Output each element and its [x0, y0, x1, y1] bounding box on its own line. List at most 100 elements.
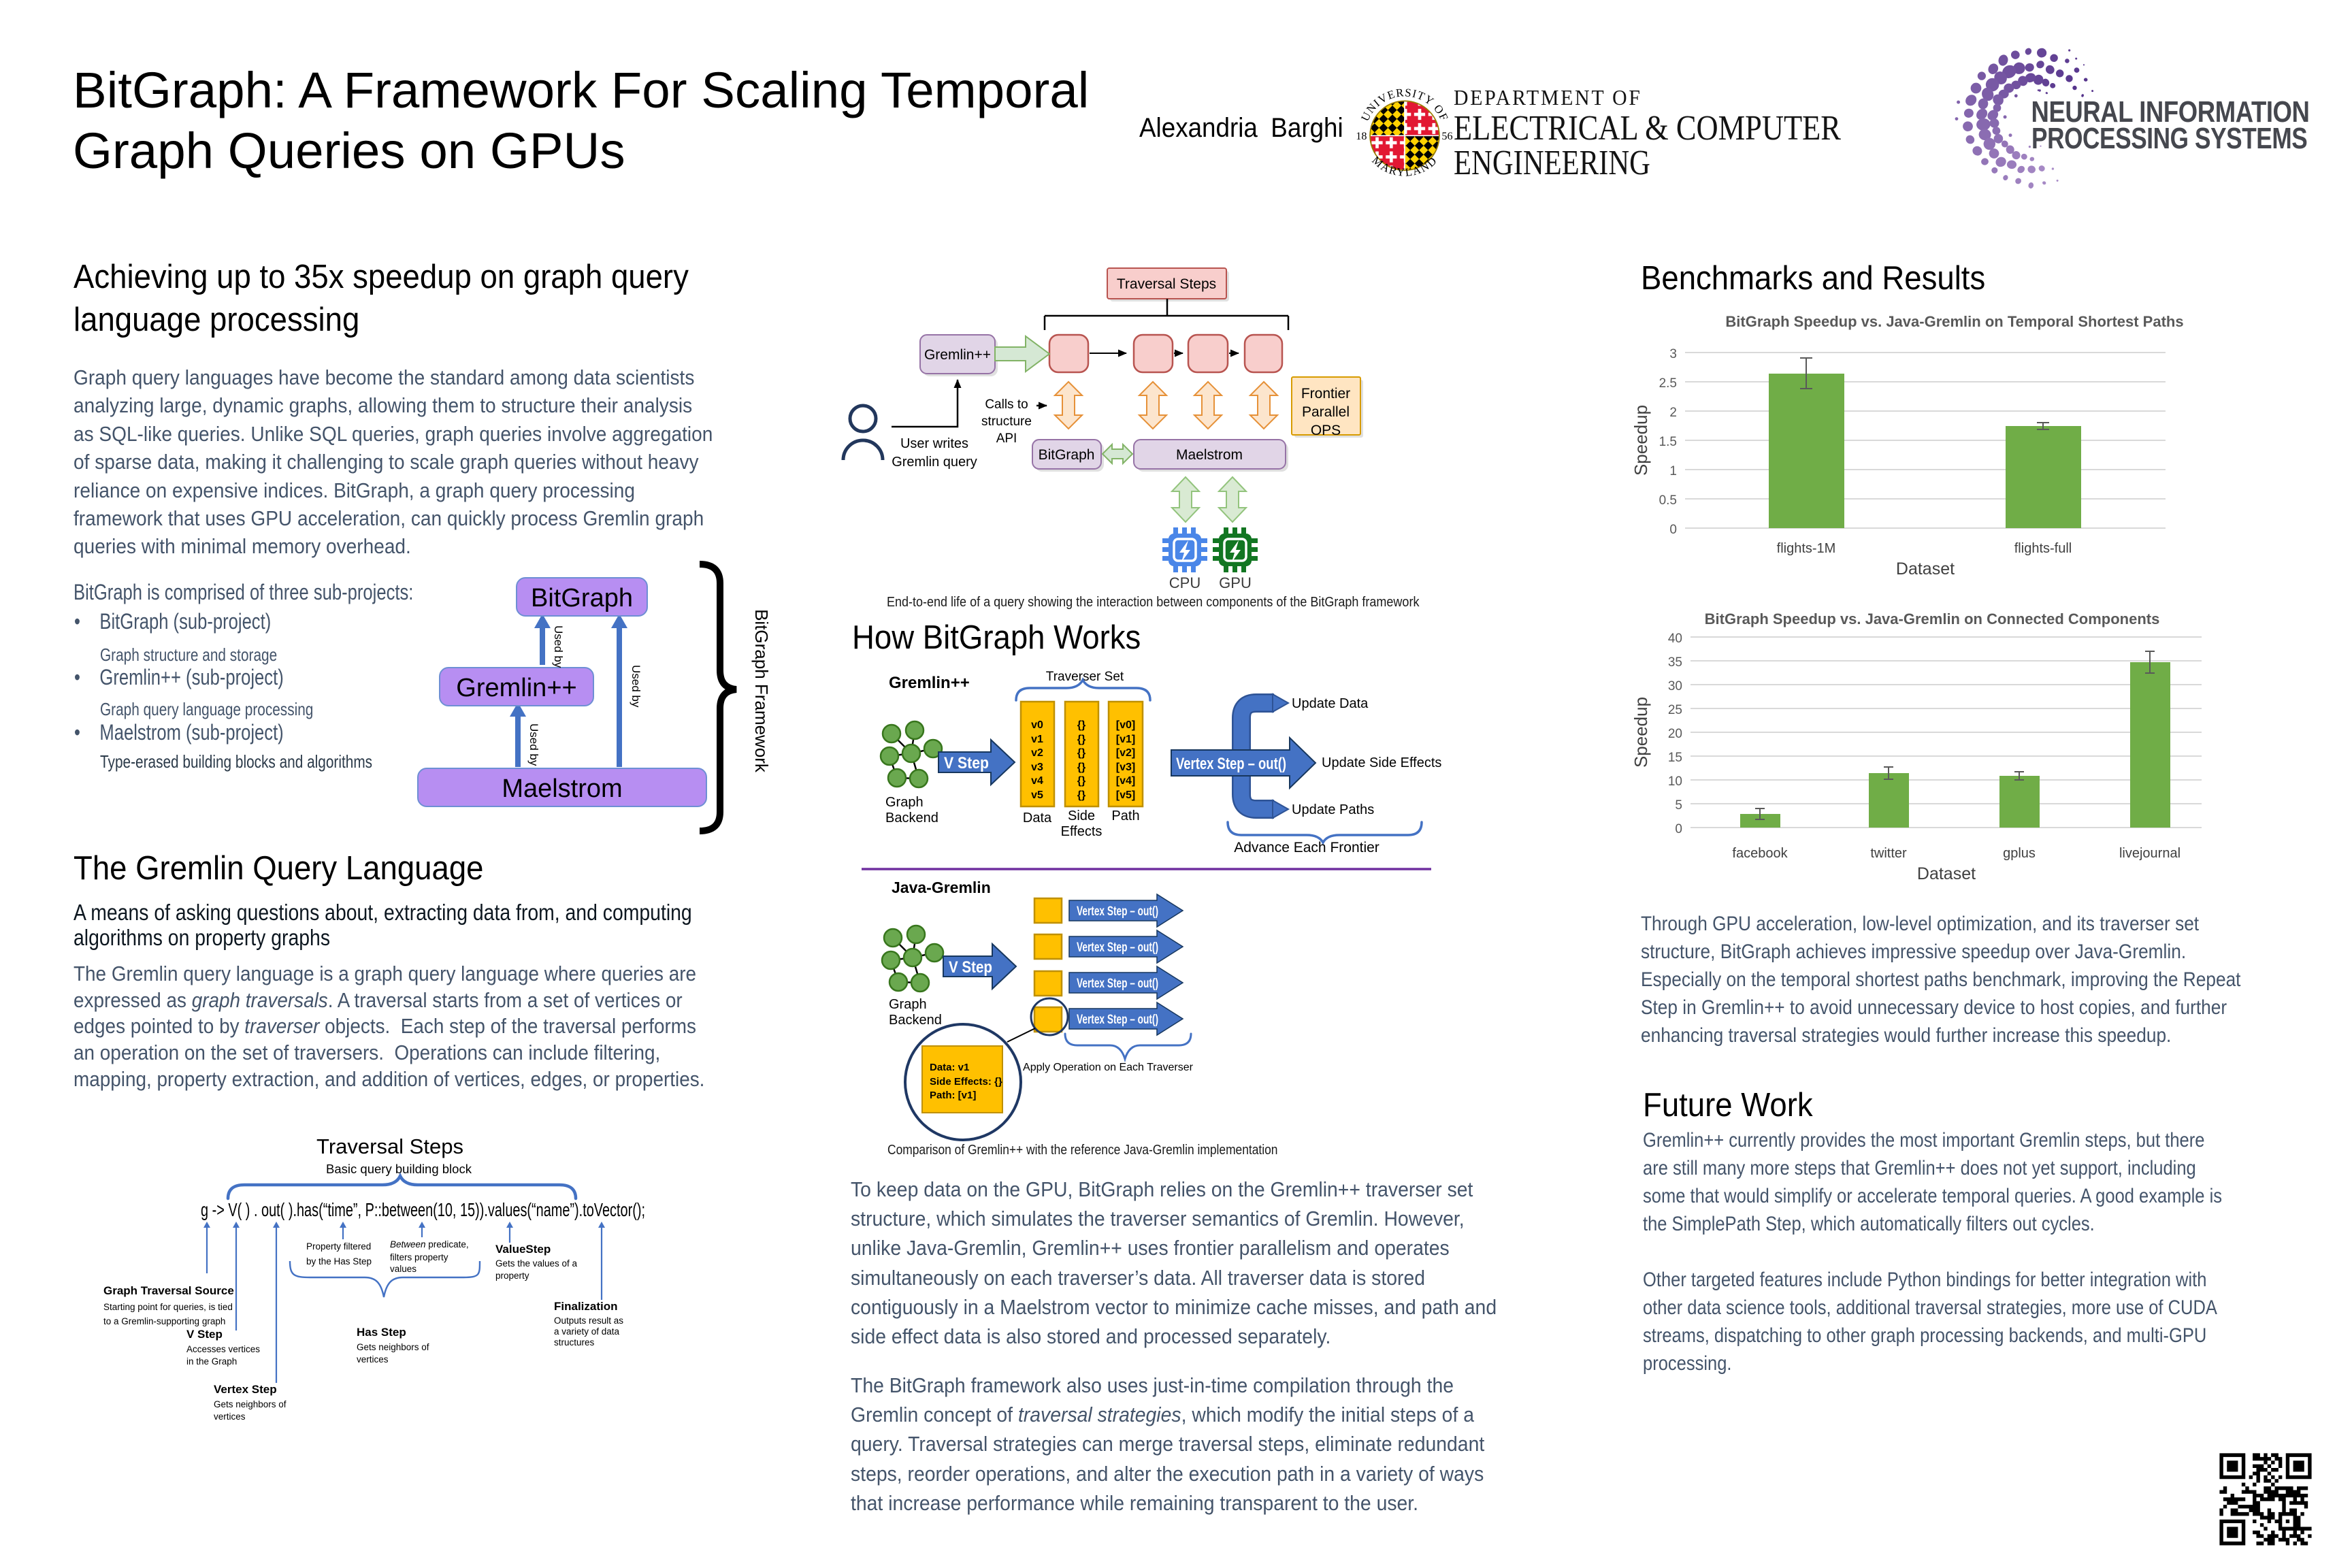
- svg-text:BitGraph Speedup vs. Java-Grem: BitGraph Speedup vs. Java-Gremlin on Con…: [1705, 610, 2160, 627]
- svg-text:Speedup: Speedup: [1631, 697, 1651, 768]
- svg-text:1: 1: [1669, 464, 1677, 478]
- svg-text:Vertex Step – out(): Vertex Step – out(): [1077, 904, 1158, 919]
- svg-text:Update Paths: Update Paths: [1292, 802, 1374, 817]
- svg-text:0: 0: [1669, 523, 1677, 537]
- svg-text:v2: v2: [1031, 747, 1043, 759]
- svg-text:Speedup: Speedup: [1631, 405, 1651, 476]
- svg-text:Backend: Backend: [889, 1013, 942, 1028]
- svg-text:40: 40: [1668, 632, 1682, 646]
- svg-text:Update Data: Update Data: [1292, 696, 1369, 711]
- svg-text:Maelstrom: Maelstrom: [1176, 447, 1243, 463]
- svg-text:[v2]: [v2]: [1116, 747, 1135, 759]
- svg-text:Graph Traversal Source: Graph Traversal Source: [103, 1284, 234, 1297]
- svg-text:0.5: 0.5: [1659, 493, 1677, 508]
- svg-text:5: 5: [1675, 798, 1682, 813]
- svg-text:BitGraph Speedup vs. Java-Grem: BitGraph Speedup vs. Java-Gremlin on Tem…: [1725, 313, 2183, 330]
- svg-text:20: 20: [1668, 727, 1682, 741]
- svg-text:Gets the values of a: Gets the values of a: [495, 1258, 578, 1269]
- svg-text:Traversal Steps: Traversal Steps: [1117, 276, 1216, 292]
- svg-text:CPU: CPU: [1169, 574, 1200, 591]
- svg-text:Has Step: Has Step: [357, 1326, 406, 1339]
- svg-text:30: 30: [1668, 679, 1682, 693]
- svg-text:BitGraph Framework: BitGraph Framework: [751, 609, 772, 773]
- svg-text:Java-Gremlin: Java-Gremlin: [892, 879, 991, 896]
- svg-text:property: property: [495, 1271, 529, 1281]
- svg-text:Data: v1: Data: v1: [930, 1062, 969, 1073]
- svg-text:in the Graph: in the Graph: [186, 1356, 237, 1367]
- svg-text:User writes: User writes: [900, 436, 968, 451]
- svg-text:ValueStep: ValueStep: [495, 1243, 551, 1256]
- svg-text:Gremlin++: Gremlin++: [889, 674, 970, 692]
- svg-text:Dataset: Dataset: [1896, 559, 1955, 578]
- svg-text:Used by: Used by: [527, 723, 540, 766]
- svg-text:[v5]: [v5]: [1116, 789, 1135, 801]
- svg-text:10: 10: [1668, 774, 1682, 789]
- svg-text:BitGraph: BitGraph: [531, 584, 633, 612]
- svg-text:Vertex Step – out(): Vertex Step – out(): [1077, 977, 1158, 991]
- svg-text:1.5: 1.5: [1659, 435, 1677, 449]
- svg-text:v1: v1: [1031, 734, 1043, 745]
- svg-text:Side: Side: [1068, 808, 1095, 823]
- svg-text:OPS: OPS: [1311, 423, 1341, 438]
- svg-text:v4: v4: [1031, 775, 1043, 787]
- svg-text:gplus: gplus: [2003, 846, 2036, 861]
- svg-text:Gremlin++: Gremlin++: [924, 347, 991, 363]
- svg-text:35: 35: [1668, 655, 1682, 670]
- svg-text:Update Side Effects: Update Side Effects: [1322, 755, 1441, 770]
- svg-text:Apply Operation on Each Traver: Apply Operation on Each Traverser: [1023, 1062, 1194, 1073]
- svg-text:vertices: vertices: [214, 1411, 246, 1422]
- svg-text:Advance Each Frontier: Advance Each Frontier: [1234, 840, 1379, 855]
- svg-text:Graph: Graph: [889, 997, 927, 1012]
- svg-text:Path: Path: [1111, 808, 1139, 823]
- svg-text:2: 2: [1669, 406, 1677, 420]
- svg-text:Calls to: Calls to: [985, 397, 1028, 412]
- svg-text:v0: v0: [1031, 719, 1043, 731]
- svg-text:v5: v5: [1031, 789, 1043, 801]
- svg-text:Used by: Used by: [630, 665, 642, 708]
- svg-text:Basic query building block: Basic query building block: [326, 1162, 472, 1176]
- svg-text:V Step: V Step: [186, 1328, 223, 1341]
- svg-text:2.5: 2.5: [1659, 376, 1677, 391]
- svg-text:Accesses vertices: Accesses vertices: [186, 1344, 260, 1354]
- svg-text:{}: {}: [1077, 762, 1085, 773]
- svg-text:{}: {}: [1077, 734, 1085, 745]
- svg-text:[v4]: [v4]: [1116, 775, 1135, 787]
- svg-text:to a Gremlin-supporting graph: to a Gremlin-supporting graph: [103, 1316, 225, 1326]
- svg-text:Gremlin++: Gremlin++: [456, 674, 576, 702]
- svg-text:structures: structures: [554, 1337, 595, 1348]
- svg-text:a variety of data: a variety of data: [554, 1326, 620, 1337]
- svg-text:Starting point for queries, is: Starting point for queries, is tied: [103, 1302, 233, 1312]
- svg-text:Traversal Steps: Traversal Steps: [316, 1134, 463, 1158]
- svg-text:15: 15: [1668, 751, 1682, 765]
- svg-text:Data: Data: [1023, 811, 1052, 826]
- svg-text:Finalization: Finalization: [554, 1300, 618, 1313]
- svg-text:structure: structure: [981, 414, 1032, 429]
- svg-text:livejournal: livejournal: [2119, 846, 2180, 861]
- svg-text:Frontier: Frontier: [1301, 386, 1350, 402]
- svg-text:flights-full: flights-full: [2014, 541, 2072, 556]
- svg-text:Effects: Effects: [1061, 824, 1102, 839]
- svg-text:Gets neighbors of: Gets neighbors of: [357, 1342, 429, 1352]
- svg-text:flights-1M: flights-1M: [1777, 541, 1836, 556]
- svg-text:Property filtered: Property filtered: [306, 1241, 371, 1252]
- svg-text:facebook: facebook: [1732, 846, 1788, 861]
- svg-text:Gremlin query: Gremlin query: [892, 455, 977, 470]
- svg-text:Traverser Set: Traverser Set: [1046, 670, 1124, 684]
- svg-text:Vertex Step – out(): Vertex Step – out(): [1176, 755, 1286, 773]
- svg-text:18: 18: [1356, 130, 1367, 142]
- svg-text:Used by: Used by: [552, 625, 565, 668]
- svg-text:[v1]: [v1]: [1116, 734, 1135, 745]
- svg-text:Between predicate,: Between predicate,: [390, 1239, 469, 1250]
- svg-text:25: 25: [1668, 703, 1682, 717]
- svg-text:{}: {}: [1077, 789, 1085, 801]
- svg-text:56: 56: [1441, 130, 1452, 142]
- svg-text:BitGraph: BitGraph: [1039, 447, 1095, 463]
- svg-text:Gets neighbors of: Gets neighbors of: [214, 1399, 287, 1409]
- svg-text:Vertex Step: Vertex Step: [214, 1383, 277, 1396]
- svg-text:NEURAL INFORMATION: NEURAL INFORMATION: [2031, 95, 2310, 129]
- svg-text:{}: {}: [1077, 719, 1085, 731]
- svg-text:Outputs result as: Outputs result as: [554, 1316, 623, 1326]
- svg-text:values: values: [390, 1264, 416, 1274]
- svg-text:Maelstrom: Maelstrom: [502, 774, 622, 803]
- svg-text:[v3]: [v3]: [1116, 762, 1135, 773]
